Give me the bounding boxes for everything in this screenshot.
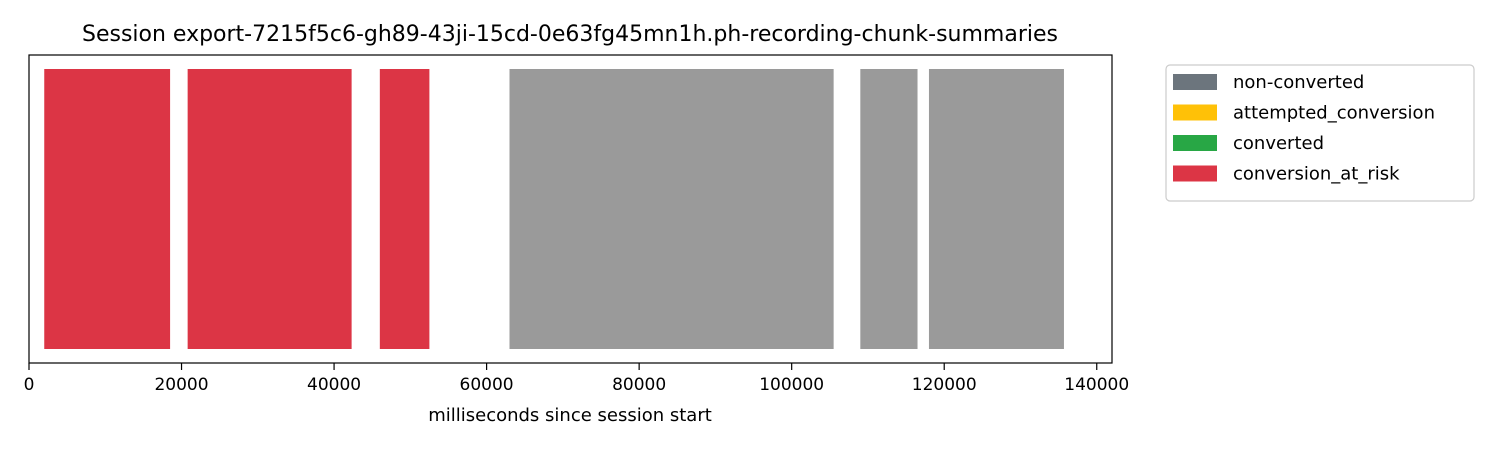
x-tick-label: 60000 bbox=[460, 375, 514, 395]
chart-title: Session export-7215f5c6-gh89-43ji-15cd-0… bbox=[82, 22, 1058, 47]
x-tick-label: 20000 bbox=[154, 375, 208, 395]
legend-label-non-converted: non-converted bbox=[1233, 72, 1364, 93]
x-tick-label: 100000 bbox=[759, 375, 824, 395]
legend-swatch-conversion_at_risk bbox=[1173, 165, 1217, 182]
legend-label-attempted_conversion: attempted_conversion bbox=[1233, 103, 1435, 124]
segment-bar-2-conversion_at_risk bbox=[187, 69, 352, 349]
segments-layer bbox=[44, 69, 1064, 349]
x-tick-label: 120000 bbox=[912, 375, 977, 395]
x-tick-label: 0 bbox=[24, 375, 35, 395]
segment-bar-5-unlabeled bbox=[860, 69, 918, 349]
segment-bar-3-conversion_at_risk bbox=[379, 69, 430, 349]
legend-label-converted: converted bbox=[1233, 133, 1324, 154]
segment-bar-6-unlabeled bbox=[928, 69, 1064, 349]
legend-box bbox=[1165, 64, 1475, 202]
legend-swatch-attempted_conversion bbox=[1173, 104, 1217, 121]
plot-frame bbox=[28, 54, 1113, 364]
x-axis-label: milliseconds since session start bbox=[428, 405, 712, 426]
legend-swatch-converted bbox=[1173, 135, 1217, 151]
legend-label-conversion_at_risk: conversion_at_risk bbox=[1233, 164, 1400, 185]
legend: non-converted attempted_conversionconvert… bbox=[1165, 64, 1475, 202]
segment-bar-4-unlabeled bbox=[509, 69, 834, 349]
x-axis: 0 20000 40000 60000 80000 100000 120000 140000 bbox=[24, 363, 1129, 395]
x-tick-label: 80000 bbox=[612, 375, 666, 395]
x-tick-label: 40000 bbox=[307, 375, 361, 395]
x-tick-label: 140000 bbox=[1064, 375, 1129, 395]
segment-bar-1-conversion_at_risk bbox=[44, 69, 171, 349]
legend-swatch-non-converted bbox=[1173, 74, 1217, 90]
